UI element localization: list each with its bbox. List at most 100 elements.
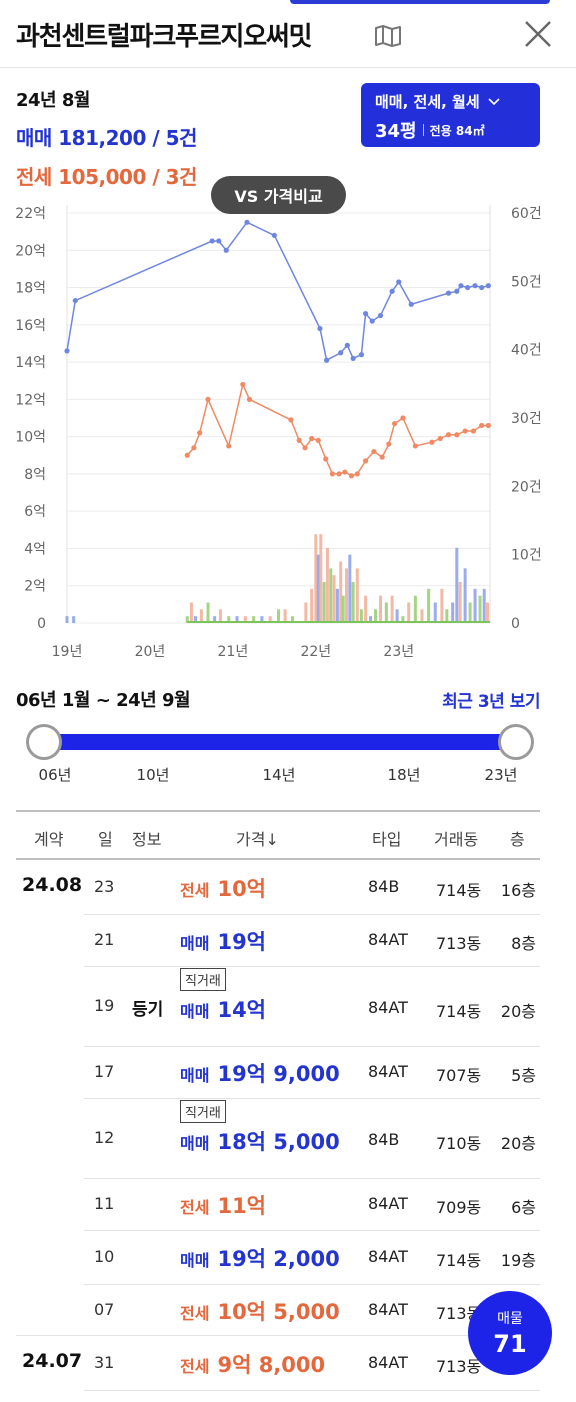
data-point [437, 435, 443, 442]
building-dong: 713동 [436, 1357, 482, 1376]
table-row[interactable]: 21 매매 19억 84AT 713동 8층 [16, 914, 540, 967]
price-cell: 매매 19억 2,000 [180, 1243, 340, 1273]
listings-fab[interactable]: 매물 71 [468, 1291, 552, 1375]
row-divider [84, 1390, 540, 1391]
volume-bar [218, 609, 222, 623]
contract-day: 10 [94, 1247, 115, 1266]
data-point [354, 471, 360, 477]
col-dong[interactable]: 거래동 [434, 830, 479, 849]
volume-bar [283, 609, 287, 623]
col-contract[interactable]: 계약 [34, 830, 64, 849]
price-cell: 전세 10억 [180, 873, 266, 903]
data-point [479, 422, 485, 429]
data-point [315, 437, 321, 443]
filter-button[interactable]: 매매, 전세, 월세 34평 전용 84㎡ [361, 83, 540, 147]
volume-bar [314, 534, 318, 623]
data-point [72, 297, 78, 304]
data-point [429, 439, 435, 445]
col-info[interactable]: 정보 [132, 830, 162, 849]
volume-bar [458, 582, 462, 623]
close-icon[interactable] [520, 16, 556, 52]
data-point [377, 312, 384, 319]
slider-track [42, 734, 516, 750]
y-tick-label: 8억 [24, 467, 46, 483]
col-price[interactable]: 가격↓ [236, 830, 279, 849]
period-slider[interactable] [26, 724, 536, 760]
deal-amount: 19억 2,000 [217, 1247, 340, 1271]
volume-bar [335, 588, 339, 623]
vs-compare-button[interactable]: VS 가격비교 [211, 176, 346, 214]
table-row[interactable]: 24.07 31 전세 9억 8,000 84AT 713동 [16, 1336, 540, 1391]
volume-bar [451, 602, 455, 623]
col-floor[interactable]: 층 [510, 830, 525, 849]
floor: 19층 [500, 1251, 536, 1270]
volume-bar [390, 595, 394, 623]
volume-bar [325, 547, 329, 623]
table-row[interactable]: 07 전세 10억 5,000 84AT 713동 [16, 1284, 540, 1336]
building-dong: 709동 [436, 1198, 482, 1217]
slider-tick: 06년 [38, 766, 72, 784]
deal-amount: 9억 8,000 [217, 1353, 326, 1377]
data-point [379, 454, 385, 460]
contract-day: 31 [94, 1353, 115, 1372]
volume-bar [355, 568, 359, 623]
data-point [396, 279, 402, 285]
volume-bar [482, 588, 486, 623]
price-chart[interactable]: 22억 20억 18억 16억 14억 12억 10억 8억 6억 4억 2억 0 60건 50건 40건 3… [0, 195, 576, 670]
data-point [362, 458, 369, 464]
table-row[interactable]: 19 등기 직거래 매매 14억 84AT 714동 20층 [16, 966, 540, 1047]
row-divider [84, 1046, 540, 1047]
price-summary: 24년 8월 매매 181,200 / 5건 전세 105,000 / 3건 [16, 86, 197, 190]
chevron-down-icon [488, 97, 500, 105]
recent-3y-link[interactable]: 최근 3년 보기 [442, 692, 540, 712]
deal-kind: 전세 [180, 1357, 210, 1376]
volume-bar [401, 616, 405, 623]
sale-price-line [66, 221, 489, 362]
row-divider [84, 1098, 540, 1099]
volume-bar [277, 609, 280, 623]
data-point [338, 350, 344, 356]
fab-label: 매물 [497, 1311, 523, 1327]
slider-handle-end[interactable] [498, 724, 534, 760]
contract-day: 17 [94, 1062, 115, 1081]
slider-handle-start[interactable] [26, 724, 62, 760]
y2-tick-label: 0 [511, 616, 520, 632]
table-row[interactable]: 12 직거래 매매 18억 5,000 84B 710동 20층 [16, 1098, 540, 1179]
contract-month: 24.07 [22, 1350, 83, 1372]
table-row[interactable]: 24.08 23 전세 10억 84B 714동 16층 [16, 860, 540, 915]
volume-bar [374, 609, 378, 623]
divider [422, 124, 424, 136]
map-icon[interactable] [374, 24, 402, 48]
data-point [348, 473, 355, 479]
deal-kind: 전세 [180, 1304, 210, 1323]
data-point [470, 428, 477, 434]
volume-bar [407, 602, 411, 623]
y-tick-label: 10억 [15, 430, 46, 446]
table-row[interactable]: 11 전세 11억 84AT 709동 6층 [16, 1178, 540, 1231]
volume-bar [199, 609, 203, 623]
table-row[interactable]: 10 매매 19억 2,000 84AT 714동 19층 [16, 1230, 540, 1285]
data-point [386, 441, 392, 447]
row-divider [84, 1230, 540, 1231]
data-point [317, 325, 323, 332]
volume-bar [413, 595, 417, 623]
table-row[interactable]: 17 매매 19억 9,000 84AT 707동 5층 [16, 1046, 540, 1099]
data-point [323, 456, 329, 462]
row-divider [84, 1178, 540, 1179]
filter-area: 전용 84㎡ [429, 123, 485, 138]
volume-bar [194, 616, 198, 623]
x-tick-label: 23년 [383, 644, 414, 660]
data-point [191, 445, 197, 451]
col-day[interactable]: 일 [98, 830, 113, 849]
col-type[interactable]: 타입 [372, 830, 402, 849]
floor: 5층 [511, 1066, 536, 1085]
y2-tick-label: 30건 [511, 411, 542, 427]
deal-amount: 19억 [217, 930, 266, 954]
volume-bar [304, 602, 308, 623]
y2-tick-label: 40건 [511, 343, 542, 359]
data-point [302, 445, 308, 451]
data-point [454, 288, 460, 294]
y-tick-label: 12억 [15, 392, 46, 408]
deal-amount: 14억 [217, 998, 266, 1022]
volume-bar [473, 588, 477, 623]
